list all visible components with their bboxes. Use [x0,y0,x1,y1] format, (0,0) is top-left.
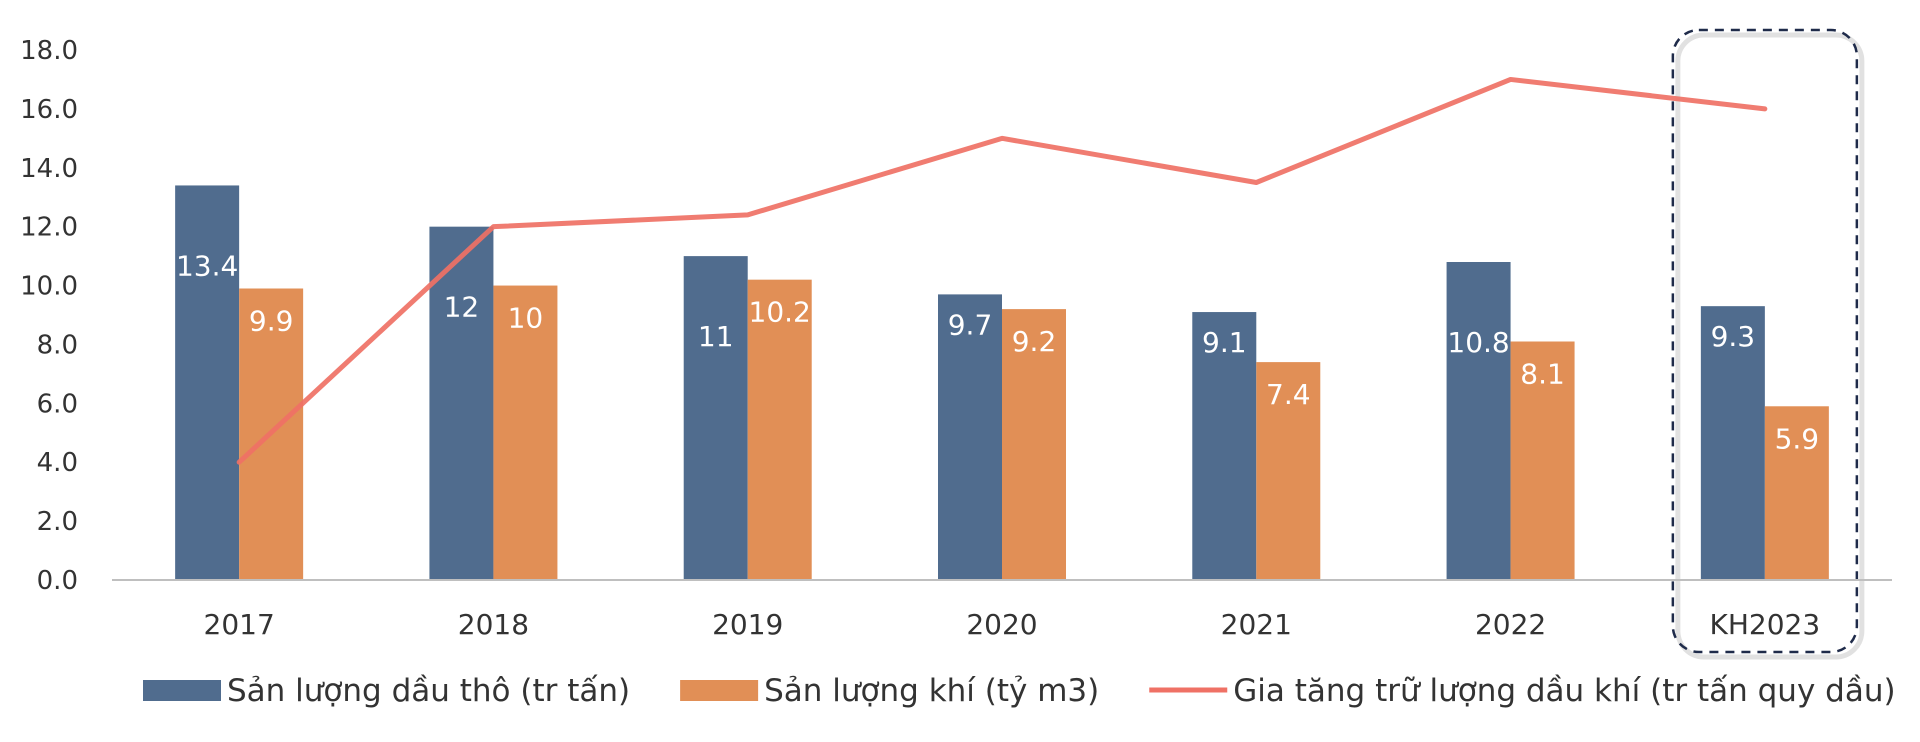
y-tick-label: 12.0 [20,213,78,243]
x-tick-label: 2018 [458,608,529,641]
bar-gas [1002,309,1066,580]
bar-gas [747,279,812,580]
y-tick-label: 10.0 [20,272,78,302]
y-tick-label: 16.0 [20,95,78,125]
legend-swatch-crude-oil [143,680,221,701]
data-label-crude-oil: 12 [444,291,480,324]
data-label-gas: 5.9 [1775,422,1820,455]
highlight-box [1671,28,1859,654]
y-tick-label: 8.0 [37,330,78,360]
y-tick-label: 14.0 [20,154,78,184]
data-label-crude-oil: 13.4 [176,249,238,282]
bar-gas [1256,362,1321,580]
legend-label-reserve-growth: Gia tăng trữ lượng dầu khí (tr tấn quy d… [1233,673,1895,709]
y-tick-label: 4.0 [37,448,78,478]
x-axis: 2017 2018 2019 2020 2021 2022 KH2023 [112,579,1892,641]
x-tick-label: 2017 [204,608,275,641]
bar-crude-oil [1446,262,1511,580]
bar-crude-oil [938,294,1002,580]
data-label-gas: 9.2 [1012,325,1057,358]
y-tick-label: 0.0 [37,566,78,596]
data-label-crude-oil: 9.1 [1202,326,1247,359]
y-tick-label: 6.0 [37,389,78,419]
x-tick-label: 2019 [712,608,783,641]
bar-gas [493,285,558,580]
bar-gas [1764,406,1829,580]
data-label-crude-oil: 9.3 [1711,320,1756,353]
legend-label-gas: Sản lượng khí (tỷ m3) [764,673,1099,709]
legend-swatch-gas [680,680,759,701]
highlight-box-group [1671,28,1865,660]
data-label-crude-oil: 10.8 [1447,326,1509,359]
line-reserve-growth [236,76,1768,465]
bars [175,185,1829,580]
x-tick-label: 2020 [966,608,1037,641]
legend-label-crude-oil: Sản lượng dầu thô (tr tấn) [227,673,630,709]
line-series [236,76,1768,465]
bar-crude-oil [683,256,748,580]
x-tick-label: 2022 [1475,608,1546,641]
data-label-crude-oil: 11 [698,320,734,353]
bar-crude-oil [429,226,494,580]
y-axis: 0.0 2.0 4.0 6.0 8.0 10.0 12.0 14.0 16.0 18.0 [20,36,78,596]
data-label-gas: 10.2 [749,296,811,329]
y-tick-label: 2.0 [37,507,78,537]
bar-crude-oil [1192,312,1257,580]
data-labels: 13.4 12 11 9.7 9.1 10.8 9.3 9.9 10 10.2 9.2 7.4 8.1 5… [176,249,1819,455]
data-label-gas: 8.1 [1520,358,1565,391]
y-tick-label: 18.0 [20,36,78,66]
bar-gas [1510,341,1575,580]
data-label-gas: 10 [508,302,544,335]
x-tick-label: 2021 [1221,608,1292,641]
bar-crude-oil [1700,306,1765,580]
data-label-crude-oil: 9.7 [948,308,993,341]
x-tick-label: KH2023 [1710,608,1821,641]
legend: Sản lượng dầu thô (tr tấn) Sản lượng khí … [143,673,1896,709]
data-label-gas: 9.9 [249,305,294,338]
highlight-box-shadow [1675,32,1865,660]
data-label-gas: 7.4 [1266,378,1311,411]
bar-crude-oil [175,185,240,580]
